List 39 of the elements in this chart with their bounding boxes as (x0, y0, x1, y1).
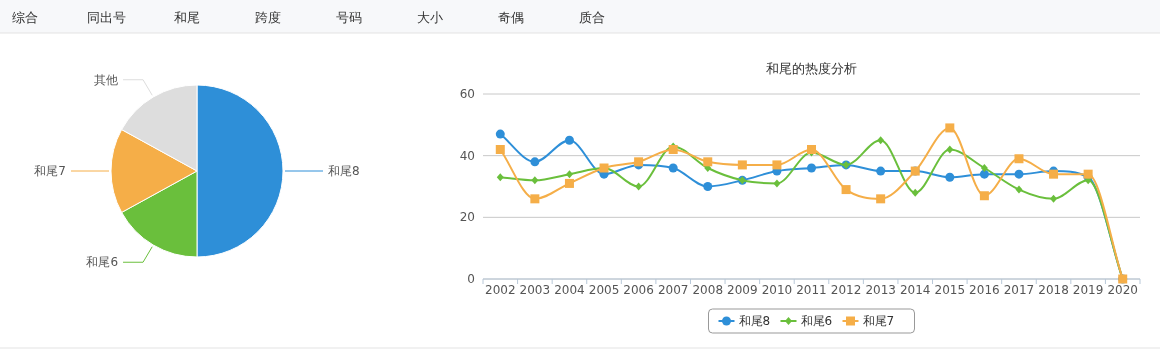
text: 大小 (417, 10, 443, 25)
y-tick-label: 20 (459, 210, 475, 225)
text: 号码 (336, 10, 362, 25)
text: 质合 (579, 10, 605, 25)
x-tick-label: 2016 (969, 283, 1000, 297)
chart-title: 和尾的热度分析 (766, 61, 857, 76)
slice-label: 和尾8 (328, 164, 360, 178)
slice-label: 其他 (94, 72, 119, 87)
slice-label: 和尾7 (34, 164, 66, 178)
x-tick-label: 2019 (1072, 283, 1104, 297)
text: 奇偶 (498, 10, 524, 25)
text: 和尾 (174, 10, 200, 25)
x-tick-label: 2015 (934, 283, 966, 297)
text: 综合 (12, 10, 38, 25)
x-tick-label: 2013 (865, 283, 896, 297)
x-tick-label: 2017 (1003, 283, 1035, 297)
x-tick-label: 2005 (588, 283, 620, 297)
x-tick-label: 2002 (485, 283, 516, 297)
x-tick-label: 2010 (761, 283, 793, 297)
x-tick-label: 2008 (692, 283, 724, 297)
legend-label: 和尾8 (738, 314, 771, 328)
text: 同出号 (86, 10, 126, 25)
x-tick-label: 2003 (519, 283, 551, 297)
legend-label: 和尾6 (800, 314, 833, 328)
x-tick-label: 2018 (1038, 283, 1069, 297)
x-tick-label: 2014 (899, 283, 931, 297)
x-tick-label: 2007 (657, 283, 689, 297)
y-tick-label: 0 (467, 272, 475, 286)
legend-label: 和尾7 (862, 314, 895, 328)
x-tick-label: 2006 (623, 283, 654, 297)
x-tick-label: 2011 (796, 283, 827, 297)
y-tick-label: 40 (459, 148, 475, 163)
text: 跨度 (255, 10, 281, 25)
x-tick-label: 2004 (554, 283, 585, 297)
x-tick-label: 2009 (727, 283, 758, 297)
y-tick-label: 60 (459, 87, 475, 101)
x-tick-label: 2012 (830, 283, 862, 297)
x-tick-label: 2020 (1107, 283, 1138, 297)
slice-label: 和尾6 (86, 255, 119, 270)
